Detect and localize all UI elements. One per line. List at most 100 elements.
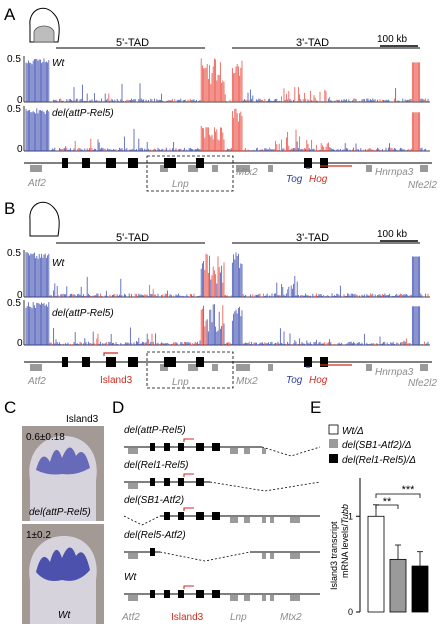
gene-black [196, 590, 204, 598]
scale-label-a: 100 kb [377, 34, 407, 45]
gene-black [178, 512, 184, 520]
gene-black [62, 357, 68, 367]
deletion-link [209, 481, 321, 492]
contact-track-del-a [25, 108, 429, 151]
gene-gray [420, 364, 428, 371]
panel-c-top-value: 0.6±0.18 [26, 432, 65, 443]
legend-label-wt: Wt/Δ [342, 426, 364, 437]
contact-track-wt-a [25, 58, 429, 102]
track2-label-b: del(attP-Rel5) [52, 308, 114, 319]
dashed-box-a [146, 155, 234, 192]
gene-black [304, 158, 312, 168]
panel-d-row-3: del(SB1-Atf2) [124, 495, 184, 506]
panel-b-letter: B [4, 199, 15, 218]
gene-hnrnpa3-a: Hnrnpa3 [375, 167, 414, 178]
gene-gray [290, 553, 300, 559]
panel-d-row-2: del(Rel1-Rel5) [124, 460, 188, 471]
panel-d-letter: D [112, 398, 124, 417]
gene-black [62, 158, 68, 168]
island3-arrow [183, 438, 194, 442]
gene-gray [262, 595, 266, 601]
gene-black [164, 357, 176, 367]
tad-5-label-b: 5'-TAD [116, 232, 149, 244]
gene-gray [30, 364, 42, 371]
island3-arrow [103, 352, 118, 356]
bar-0 [367, 515, 385, 613]
gene-black [128, 357, 138, 367]
panel-c-top-label: del(attP-Rel5) [29, 507, 91, 518]
legend-swatch-rel1 [329, 454, 338, 463]
gene-gray [160, 364, 168, 371]
gene-hog-a: Hog [309, 174, 328, 185]
gene-gray [268, 165, 273, 172]
gene-gray [244, 595, 250, 601]
contact-track-wt-b [25, 252, 429, 297]
gene-black [150, 478, 155, 486]
gene-gray [188, 165, 198, 172]
deletion-link [159, 551, 251, 562]
legend-swatch-sb1 [329, 439, 338, 448]
panel-b: B 5'-TAD 3'-TAD 100 kb 0.5 0 Wt 0.5 0 de… [4, 199, 437, 389]
track2-ytop-b: 0.5 [7, 298, 21, 309]
gene-gray [128, 595, 138, 601]
bar-1 [389, 558, 407, 613]
gene-black [212, 512, 220, 520]
gene-black [320, 158, 328, 168]
panel-d-row-1: del(attP-Rel5) [124, 425, 186, 436]
island3-arrow [183, 507, 194, 511]
gene-black [304, 357, 312, 367]
gene-tog-a: Tog [286, 174, 303, 185]
gene-black [164, 590, 170, 598]
gene-gray [30, 165, 42, 172]
gene-gray [366, 364, 372, 371]
gene-tog-b: Tog [286, 375, 303, 386]
gene-gray [420, 165, 428, 172]
gene-gray [290, 517, 300, 523]
gene-black [164, 158, 176, 168]
gene-track-a [24, 158, 432, 172]
panel-a: A 5'-TAD 3'-TAD 100 kb 0.5 0 Wt 0.5 0 de… [4, 5, 437, 192]
legend-label-sb1: del(SB1-Atf2)/Δ [342, 440, 412, 451]
gene-atf2-a: Atf2 [27, 178, 46, 189]
contact-track-del-b [25, 302, 429, 345]
track1-ytop-b: 0.5 [7, 248, 21, 259]
gene-gray [212, 364, 218, 371]
scale-label-b: 100 kb [377, 229, 407, 240]
panel-e-ylabel-italic: Tubb [340, 504, 350, 524]
gene-black [164, 512, 170, 520]
track1-ytop-a: 0.5 [7, 54, 21, 65]
gene-black [106, 158, 116, 168]
gene-gray [262, 553, 266, 559]
gene-gray [270, 553, 274, 559]
sig-bracket-long [375, 493, 421, 498]
gene-atf2-b: Atf2 [27, 376, 46, 387]
gene-black [164, 478, 170, 486]
gene-black [196, 512, 204, 520]
panel-e-letter: E [310, 398, 321, 417]
track1-label-a: Wt [52, 58, 65, 69]
gene-black [196, 357, 204, 367]
gene-gray [262, 517, 266, 523]
bar-chart: 01***** [348, 478, 429, 617]
gene-gray [366, 165, 372, 172]
panel-d-atf2: Atf2 [121, 612, 140, 623]
gene-gray [188, 364, 198, 371]
track1-yzero-b: 0 [17, 290, 23, 301]
panel-c-bottom-label: Wt [58, 610, 71, 621]
gene-gray [230, 517, 238, 523]
gene-gray [244, 448, 250, 454]
gene-black [320, 357, 328, 367]
gene-lnp-a: Lnp [172, 179, 189, 190]
limb-del-stain [36, 447, 90, 475]
legend-swatch-wt [328, 424, 339, 435]
gene-lnp-b: Lnp [172, 377, 189, 388]
panel-e: E Wt/Δ del(SB1-Atf2)/Δ del(Rel1-Rel5)/Δ … [310, 398, 429, 617]
gene-black [150, 548, 155, 556]
gene-black [178, 478, 184, 486]
gene-black [196, 443, 204, 451]
panel-d-mtx2: Mtx2 [280, 612, 302, 623]
panel-c-letter: C [4, 398, 16, 417]
gene-black [106, 357, 116, 367]
tad-3-label-a: 3'-TAD [296, 37, 329, 49]
